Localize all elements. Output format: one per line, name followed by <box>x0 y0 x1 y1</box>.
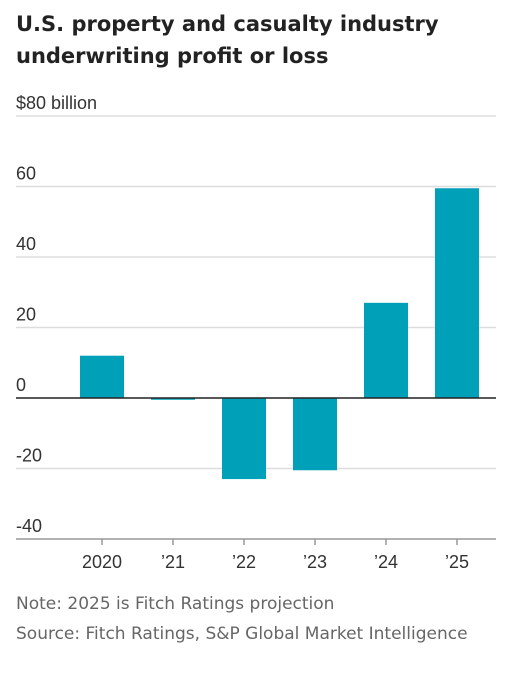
y-tick-label: -20 <box>16 446 42 466</box>
y-tick-label: -40 <box>16 516 42 536</box>
bar-2020 <box>80 355 124 398</box>
bars <box>80 188 479 480</box>
x-tick-label: ’23 <box>303 552 327 572</box>
y-tick-label: 0 <box>16 375 26 395</box>
bar-’22 <box>222 398 266 480</box>
y-tick-label: 20 <box>16 305 36 325</box>
x-tick-label: ’24 <box>374 552 398 572</box>
x-tick-label: ’22 <box>232 552 256 572</box>
x-tick-label: ’21 <box>161 552 185 572</box>
x-tick-label: 2020 <box>82 552 122 572</box>
bar-’24 <box>364 302 408 398</box>
bar-’21 <box>151 398 195 400</box>
bar-’23 <box>293 398 337 471</box>
y-tick-label: 60 <box>16 164 36 184</box>
chart-source: Source: Fitch Ratings, S&P Global Market… <box>16 624 468 644</box>
y-tick-label: 40 <box>16 234 36 254</box>
bar-chart: -40 -20 0 20 40 60 $80 billion 2020 ’21 ’22 ’23 ’2… <box>16 93 496 572</box>
x-tick-labels: 2020 ’21 ’22 ’23 ’24 ’25 <box>82 539 469 572</box>
chart-title: U.S. property and casualty industry unde… <box>16 12 439 68</box>
y-tick-label: $80 billion <box>16 93 97 113</box>
y-tick-labels: -40 -20 0 20 40 60 $80 billion <box>16 93 97 536</box>
x-tick-label: ’25 <box>445 552 469 572</box>
chart-note: Note: 2025 is Fitch Ratings projection <box>16 594 335 614</box>
bar-’25 <box>435 188 479 398</box>
